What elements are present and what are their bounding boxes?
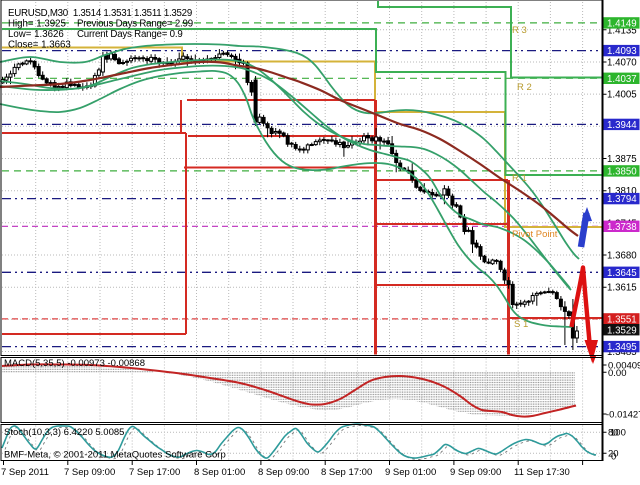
svg-text:1.4093: 1.4093 [607,46,637,57]
svg-text:1.4070: 1.4070 [607,58,637,69]
svg-text:EURUSD,M30 1.3514 1.3531 1.35: EURUSD,M30 1.3514 1.3531 1.3511 1.3529 [8,8,192,19]
svg-text:100: 100 [610,428,626,439]
svg-text:1.3875: 1.3875 [607,154,637,165]
svg-text:1.3495: 1.3495 [607,342,637,353]
svg-text:8 Sep 17:00: 8 Sep 17:00 [321,467,372,478]
svg-text:1.4135: 1.4135 [607,25,637,36]
svg-text:Current Days Range= 0.9: Current Days Range= 0.9 [77,29,183,40]
svg-text:1.3794: 1.3794 [607,194,637,205]
svg-text:MACD(5,35,5) -0.00973 -0.00868: MACD(5,35,5) -0.00973 -0.00868 [4,358,145,369]
svg-text:0: 0 [611,452,616,463]
svg-text:S 1: S 1 [514,319,528,330]
svg-text:1.3485: 1.3485 [607,347,637,358]
svg-text:9 Sep 01:00: 9 Sep 01:00 [385,467,436,478]
svg-text:R 1: R 1 [512,173,527,184]
svg-text:1.3738: 1.3738 [607,222,637,233]
svg-text:8 Sep 09:00: 8 Sep 09:00 [258,467,309,478]
svg-text:1.3551: 1.3551 [607,314,637,325]
svg-text:R 2: R 2 [517,82,532,93]
svg-text:20: 20 [608,449,619,460]
svg-text:7 Sep 2011: 7 Sep 2011 [1,467,49,478]
svg-text:High= 1.3925: High= 1.3925 [8,19,66,30]
svg-text:7 Sep 09:00: 7 Sep 09:00 [64,467,115,478]
svg-text:1.3810: 1.3810 [607,186,637,197]
svg-text:8 Sep 01:00: 8 Sep 01:00 [194,467,245,478]
svg-text:0.00409: 0.00409 [608,361,640,372]
svg-text:11 Sep 17:30: 11 Sep 17:30 [514,467,570,478]
svg-text:1.4037: 1.4037 [607,74,637,85]
svg-text:-0.01427: -0.01427 [606,410,640,421]
svg-text:1.3944: 1.3944 [607,120,637,131]
svg-text:1.3680: 1.3680 [607,251,637,262]
svg-text:Pivot Point: Pivot Point [512,229,558,240]
svg-text:Previous Days Range= 2.99: Previous Days Range= 2.99 [77,19,193,30]
svg-text:9 Sep 09:00: 9 Sep 09:00 [450,467,501,478]
svg-text:1.3850: 1.3850 [607,166,637,177]
svg-text:1.4005: 1.4005 [607,90,637,101]
svg-text:1.3615: 1.3615 [607,283,637,294]
svg-text:0.00: 0.00 [608,368,627,379]
svg-text:Stoch(10,3,3) 6.4220 5.0085: Stoch(10,3,3) 6.4220 5.0085 [4,427,124,438]
svg-text:1.3529: 1.3529 [607,325,637,336]
svg-text:Close= 1.3663: Close= 1.3663 [8,40,71,51]
svg-text:Low= 1.3626: Low= 1.3626 [8,29,64,40]
svg-text:BMF-Meta, © 2001-2011 MetaQuot: BMF-Meta, © 2001-2011 MetaQuotes Softwar… [4,450,226,461]
svg-text:80: 80 [608,428,619,439]
svg-text:R 3: R 3 [512,25,527,36]
svg-text:7 Sep 17:00: 7 Sep 17:00 [129,467,180,478]
svg-text:1.3645: 1.3645 [607,268,637,279]
svg-text:1.4149: 1.4149 [607,19,637,30]
